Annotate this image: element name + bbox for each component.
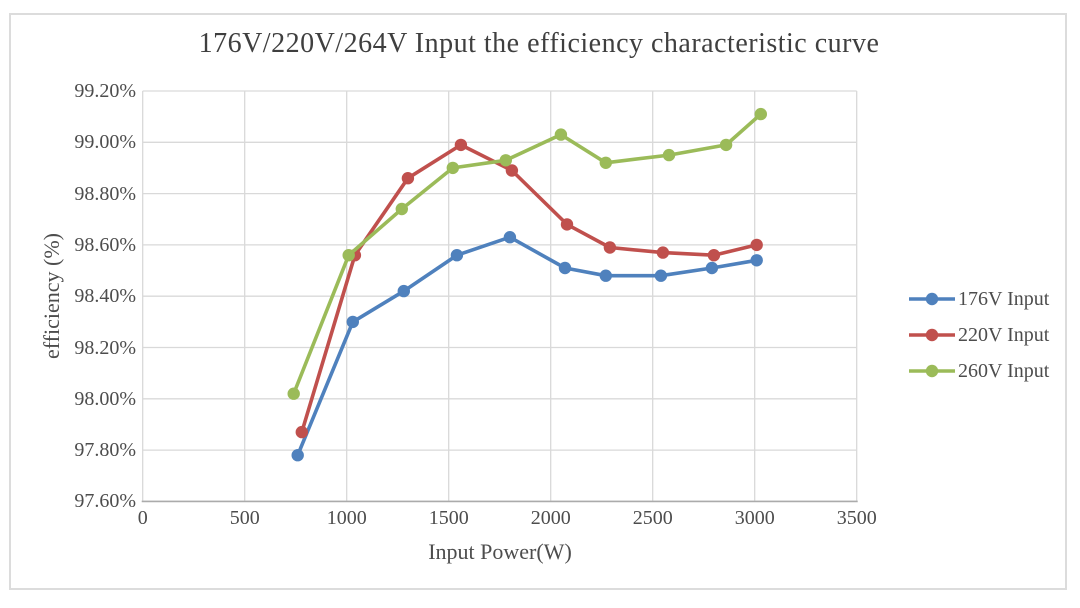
series-line-260v-input [291, 112, 763, 396]
data-point-marker-176v-input [558, 261, 572, 275]
legend-marker [925, 364, 939, 378]
x-tick-label: 3500 [836, 507, 877, 529]
chart-frame [9, 13, 1067, 590]
x-tick-label: 500 [229, 507, 260, 529]
legend-label: 220V Input [958, 323, 1050, 346]
data-point-marker-220v-input [656, 246, 670, 259]
data-point-marker-220v-input [454, 138, 468, 152]
data-point-marker-220v-input [505, 164, 519, 177]
data-point-marker-176v-input [291, 449, 304, 462]
data-point-marker-176v-input [750, 254, 763, 267]
y-axis-title: efficiency (%) [39, 232, 64, 360]
legend-item-260v-input: 260V Input [908, 353, 1049, 389]
data-point-marker-176v-input [346, 315, 359, 329]
data-point-marker-220v-input [401, 172, 415, 185]
legend-swatch-260v-input [909, 364, 955, 378]
data-point-marker-260v-input [395, 202, 408, 216]
data-point-marker-220v-input [603, 241, 617, 254]
data-point-marker-260v-input [554, 128, 568, 141]
y-tick-label: 98.40% [74, 285, 136, 308]
data-point-marker-176v-input [503, 231, 517, 244]
y-tick-label: 97.80% [74, 439, 136, 462]
data-point-marker-260v-input [342, 249, 355, 262]
legend-marker [925, 328, 939, 342]
data-point-marker-260v-input [446, 161, 459, 175]
x-tick-label: 3000 [734, 507, 775, 529]
data-point-marker-260v-input [719, 138, 733, 152]
legend-label: 260V Input [958, 359, 1050, 382]
data-point-marker-260v-input [499, 154, 512, 167]
y-tick-label: 97.60% [74, 490, 136, 513]
x-tick-label: 2500 [632, 507, 673, 529]
y-tick-label: 98.60% [74, 233, 136, 256]
y-tick-label: 98.80% [74, 182, 136, 205]
gridlines [142, 90, 858, 503]
data-point-marker-260v-input [662, 148, 676, 162]
x-tick-label: 1000 [326, 507, 367, 529]
legend-swatch-220v-input [909, 328, 955, 342]
data-point-marker-176v-input [599, 269, 612, 282]
data-point-marker-220v-input [560, 218, 574, 231]
y-tick-label: 99.20% [74, 80, 136, 102]
data-point-marker-220v-input [707, 249, 721, 262]
data-point-marker-220v-input [295, 425, 308, 439]
data-point-marker-176v-input [654, 269, 668, 282]
legend-swatch-176v-input [909, 292, 955, 306]
legend-label: 176V Input [958, 287, 1050, 310]
data-point-marker-176v-input [450, 249, 464, 262]
data-point-marker-176v-input [397, 284, 410, 298]
data-point-marker-260v-input [754, 107, 767, 121]
data-point-marker-176v-input [705, 261, 719, 275]
x-axis-title: Input Power(W) [428, 539, 572, 564]
legend-marker [925, 292, 939, 306]
x-tick-label: 0 [137, 507, 148, 529]
legend: 176V Input 220V Input 260V Input [908, 281, 1049, 389]
y-tick-label: 99.00% [74, 131, 136, 154]
series-line-176v-input [295, 235, 759, 458]
x-tick-label: 1500 [428, 507, 469, 529]
data-point-marker-220v-input [750, 238, 763, 252]
y-tick-label: 98.00% [74, 387, 136, 410]
data-point-marker-260v-input [599, 156, 612, 169]
legend-item-220v-input: 220V Input [908, 317, 1049, 353]
data-point-marker-260v-input [287, 387, 300, 400]
x-tick-label: 2000 [530, 507, 571, 529]
y-tick-label: 98.20% [74, 336, 136, 359]
chart-title: 176V/220V/264V Input the efficiency char… [198, 28, 880, 59]
series-line-220v-input [299, 143, 759, 434]
legend-item-176v-input: 176V Input [908, 281, 1049, 317]
